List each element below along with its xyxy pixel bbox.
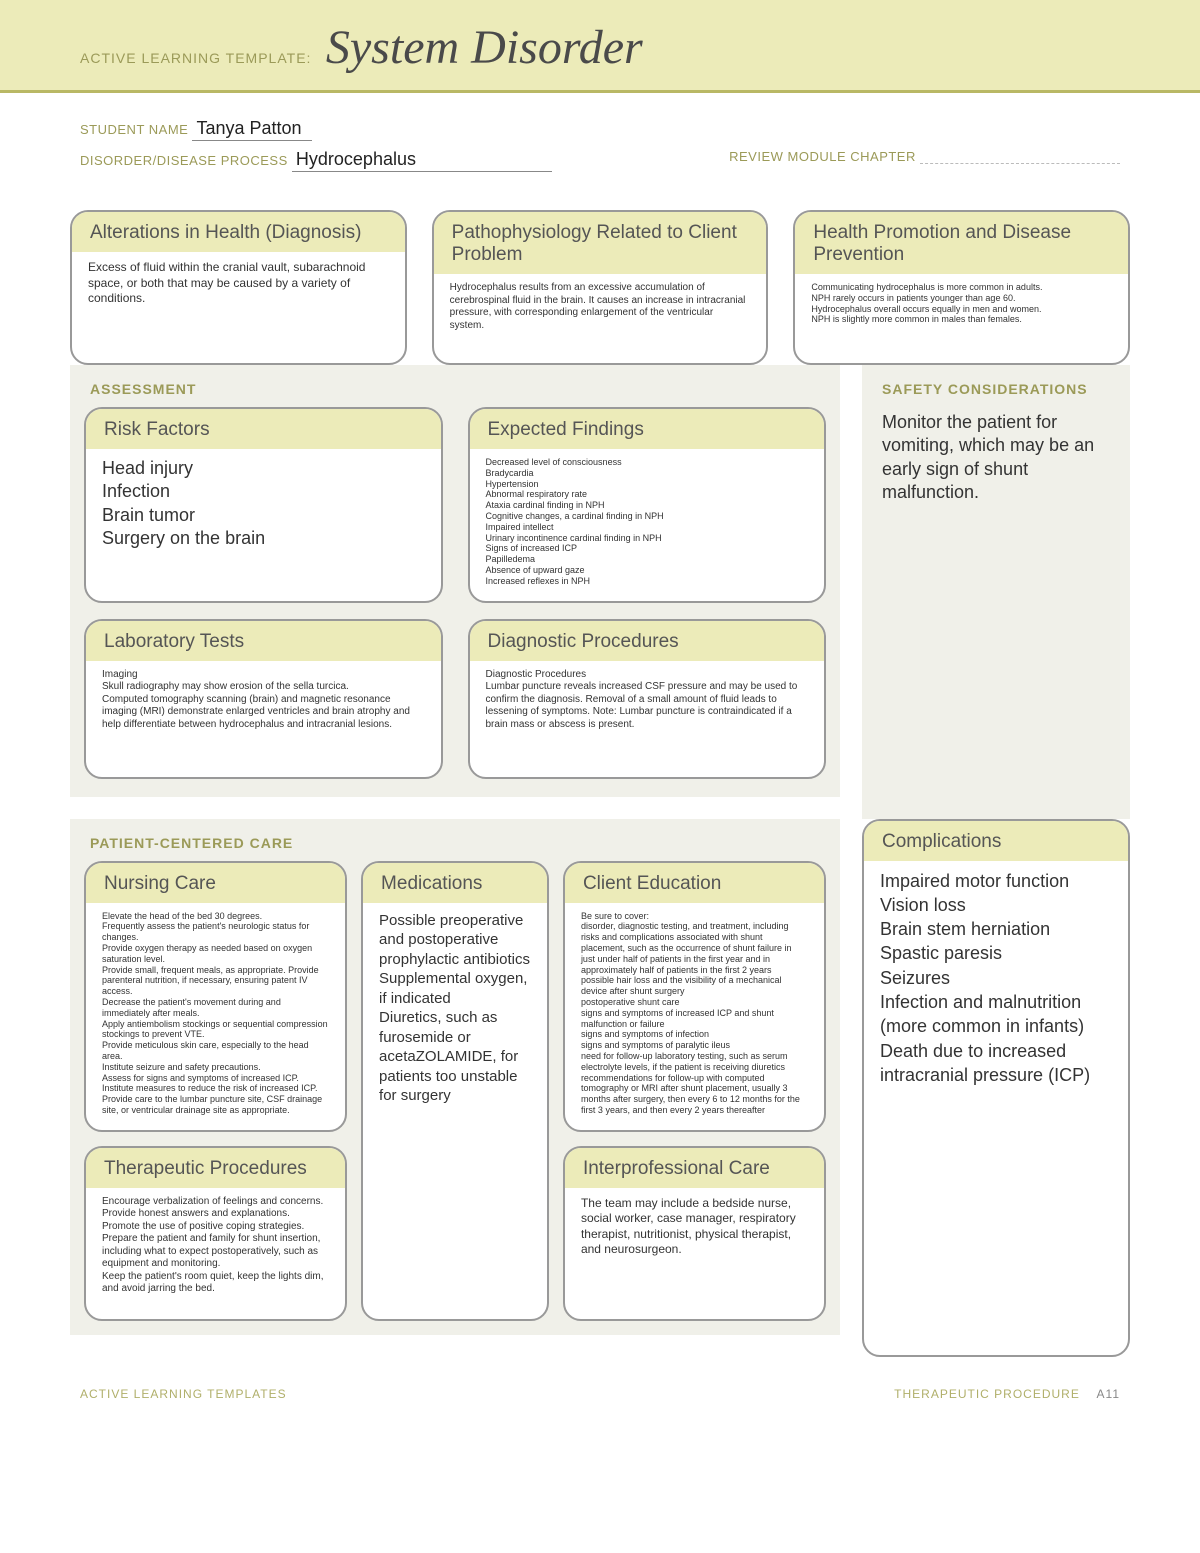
footer: ACTIVE LEARNING TEMPLATES THERAPEUTIC PR…	[0, 1367, 1200, 1431]
pcc-wrap: PATIENT-CENTERED CARE Nursing Care Eleva…	[70, 819, 840, 1357]
card-risk: Risk Factors Head injury Infection Brain…	[84, 407, 443, 603]
card-title: Complications	[864, 821, 1128, 861]
pcc-col3: Client Education Be sure to cover: disor…	[563, 861, 826, 1321]
card-title: Pathophysiology Related to Client Proble…	[434, 212, 767, 274]
section-title: ASSESSMENT	[90, 381, 826, 397]
card-body: Impaired motor function Vision loss Brai…	[864, 861, 1128, 1102]
safety-section: SAFETY CONSIDERATIONS Monitor the patien…	[862, 365, 1130, 819]
review-label: REVIEW MODULE CHAPTER	[729, 149, 916, 164]
card-alterations: Alterations in Health (Diagnosis) Excess…	[70, 210, 407, 365]
top-row: Alterations in Health (Diagnosis) Excess…	[70, 210, 1130, 365]
review-blank	[920, 150, 1120, 164]
card-body: Decreased level of consciousness Bradyca…	[470, 449, 825, 601]
card-body: Head injury Infection Brain tumor Surger…	[86, 449, 441, 565]
card-body: Encourage verbalization of feelings and …	[86, 1188, 345, 1310]
card-medications: Medications Possible preoperative and po…	[361, 861, 549, 1321]
card-nursing: Nursing Care Elevate the head of the bed…	[84, 861, 347, 1132]
card-body: The team may include a bedside nurse, so…	[565, 1188, 824, 1272]
section-title: PATIENT-CENTERED CARE	[90, 835, 826, 851]
card-title: Client Education	[565, 863, 824, 903]
safety-body: Monitor the patient for vomiting, which …	[876, 407, 1116, 509]
card-title: Interprofessional Care	[565, 1148, 824, 1188]
student-row: STUDENT NAME Tanya Patton	[80, 118, 1120, 141]
card-body: Imaging Skull radiography may show erosi…	[86, 661, 441, 746]
card-body: Excess of fluid within the cranial vault…	[72, 252, 405, 321]
card-promotion: Health Promotion and Disease Prevention …	[793, 210, 1130, 365]
card-expected: Expected Findings Decreased level of con…	[468, 407, 827, 603]
assessment-section: ASSESSMENT Risk Factors Head injury Infe…	[70, 365, 840, 797]
page: ACTIVE LEARNING TEMPLATE: System Disorde…	[0, 0, 1200, 1491]
assessment-row: ASSESSMENT Risk Factors Head injury Infe…	[70, 365, 1130, 819]
pcc-col2: Medications Possible preoperative and po…	[361, 861, 549, 1321]
card-title: Diagnostic Procedures	[470, 621, 825, 661]
assess-row1: Risk Factors Head injury Infection Brain…	[84, 407, 826, 603]
footer-page: A11	[1097, 1387, 1120, 1401]
card-complications: Complications Impaired motor function Vi…	[862, 819, 1130, 1357]
card-body: Be sure to cover: disorder, diagnostic t…	[565, 903, 824, 1130]
assess-row2: Laboratory Tests Imaging Skull radiograp…	[84, 619, 826, 779]
card-body: Possible preoperative and postoperative …	[363, 903, 547, 1120]
card-body: Elevate the head of the bed 30 degrees. …	[86, 903, 345, 1130]
card-body: Diagnostic Procedures Lumbar puncture re…	[470, 661, 825, 746]
card-patho: Pathophysiology Related to Client Proble…	[432, 210, 769, 365]
footer-right-wrap: THERAPEUTIC PROCEDURE A11	[894, 1387, 1120, 1401]
footer-left: ACTIVE LEARNING TEMPLATES	[80, 1387, 287, 1401]
footer-right: THERAPEUTIC PROCEDURE	[894, 1387, 1080, 1401]
card-title: Laboratory Tests	[86, 621, 441, 661]
card-title: Nursing Care	[86, 863, 345, 903]
assessment-left: ASSESSMENT Risk Factors Head injury Infe…	[70, 365, 840, 819]
card-title: Medications	[363, 863, 547, 903]
card-therapeutic: Therapeutic Procedures Encourage verbali…	[84, 1146, 347, 1321]
card-title: Health Promotion and Disease Prevention	[795, 212, 1128, 274]
complications-col: Complications Impaired motor function Vi…	[862, 819, 1130, 1357]
card-title: Risk Factors	[86, 409, 441, 449]
bottom-row: PATIENT-CENTERED CARE Nursing Care Eleva…	[70, 819, 1130, 1357]
safety-col: SAFETY CONSIDERATIONS Monitor the patien…	[862, 365, 1130, 819]
pcc-grid: Nursing Care Elevate the head of the bed…	[84, 861, 826, 1321]
card-education: Client Education Be sure to cover: disor…	[563, 861, 826, 1132]
disorder-label: DISORDER/DISEASE PROCESS	[80, 153, 288, 168]
content: Alterations in Health (Diagnosis) Excess…	[0, 190, 1200, 1367]
banner: ACTIVE LEARNING TEMPLATE: System Disorde…	[0, 0, 1200, 93]
meta-block: STUDENT NAME Tanya Patton DISORDER/DISEA…	[0, 93, 1200, 190]
banner-title: System Disorder	[326, 20, 643, 75]
disorder-value: Hydrocephalus	[292, 149, 552, 172]
student-label: STUDENT NAME	[80, 122, 188, 137]
student-name: Tanya Patton	[192, 118, 312, 141]
pcc-section: PATIENT-CENTERED CARE Nursing Care Eleva…	[70, 819, 840, 1335]
card-diag: Diagnostic Procedures Diagnostic Procedu…	[468, 619, 827, 779]
card-title: Alterations in Health (Diagnosis)	[72, 212, 405, 252]
card-title: Therapeutic Procedures	[86, 1148, 345, 1188]
disorder-row: DISORDER/DISEASE PROCESS Hydrocephalus R…	[80, 149, 1120, 172]
pcc-col1: Nursing Care Elevate the head of the bed…	[84, 861, 347, 1321]
banner-prefix: ACTIVE LEARNING TEMPLATE:	[80, 50, 311, 66]
section-title: SAFETY CONSIDERATIONS	[882, 381, 1116, 397]
card-labs: Laboratory Tests Imaging Skull radiograp…	[84, 619, 443, 779]
card-body: Communicating hydrocephalus is more comm…	[795, 274, 1128, 339]
card-interprofessional: Interprofessional Care The team may incl…	[563, 1146, 826, 1321]
card-title: Expected Findings	[470, 409, 825, 449]
card-body: Hydrocephalus results from an excessive …	[434, 274, 767, 346]
